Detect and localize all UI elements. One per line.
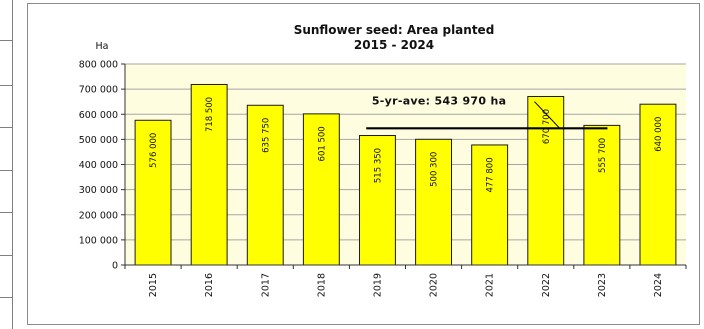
bar xyxy=(190,83,228,266)
bar xyxy=(639,103,677,266)
x-tick-label: 2021 xyxy=(485,273,496,297)
bar-value-labels: 576 000 718 500 635 750 601 500 515 350 500 3… xyxy=(149,97,664,193)
bar-value-label: 576 000 xyxy=(149,133,159,168)
bar-value-label: 601 500 xyxy=(317,126,327,161)
bar-value-label: 718 500 xyxy=(205,97,215,132)
y-tick-label: 100 000 xyxy=(79,235,118,246)
bar xyxy=(527,95,565,266)
y-axis-unit-label: Ha xyxy=(96,41,109,52)
y-tick-label: 800 000 xyxy=(79,60,118,71)
row-divider xyxy=(0,127,12,128)
average-leader-line xyxy=(534,101,561,129)
chart-subtitle: 2015 - 2024 xyxy=(354,38,434,52)
row-divider xyxy=(0,85,12,86)
row-divider xyxy=(0,40,12,41)
y-tick-label: 700 000 xyxy=(79,85,118,96)
row-divider xyxy=(0,255,12,256)
axes xyxy=(124,64,686,266)
x-tick-label: 2023 xyxy=(597,273,608,297)
x-tick-label: 2016 xyxy=(204,273,215,297)
row-divider xyxy=(0,212,12,213)
chart-title: Sunflower seed: Area planted xyxy=(294,23,495,37)
y-axis-ticks: 800 000 700 000 600 000 500 000 400 000 300 0… xyxy=(79,60,125,272)
bar xyxy=(302,113,340,266)
bar-value-label: 640 000 xyxy=(654,117,664,152)
bar-value-label: 635 750 xyxy=(261,118,271,153)
average-annotation: 5-yr-ave: 543 970 ha xyxy=(366,94,608,130)
bar xyxy=(134,119,172,266)
row-divider xyxy=(0,170,12,171)
x-tick-label: 2017 xyxy=(260,273,271,297)
bars xyxy=(134,83,677,266)
x-tick-label: 2015 xyxy=(148,273,159,297)
bar xyxy=(471,144,509,266)
y-tick-label: 200 000 xyxy=(79,210,118,221)
bar xyxy=(583,124,621,266)
average-label: 5-yr-ave: 543 970 ha xyxy=(372,94,507,107)
row-divider xyxy=(0,297,12,298)
x-tick-label: 2020 xyxy=(429,273,440,297)
x-tick-label: 2018 xyxy=(316,273,327,297)
y-tick-label: 600 000 xyxy=(79,110,118,121)
y-tick-label: 500 000 xyxy=(79,135,118,146)
bar-value-label: 670 700 xyxy=(542,109,552,144)
y-tick-label: 300 000 xyxy=(79,185,118,196)
y-tick-label: 0 xyxy=(112,261,118,272)
x-axis-ticks: 2015 2016 2017 2018 2019 2020 2021 2022 2023 2024 xyxy=(124,265,687,297)
y-tick-label: 400 000 xyxy=(79,160,118,171)
bar-value-label: 515 350 xyxy=(373,148,383,183)
bar-value-label: 555 700 xyxy=(598,138,608,173)
left-panel-edge xyxy=(0,0,13,329)
bar-value-label: 477 800 xyxy=(486,157,496,192)
bar xyxy=(358,135,396,266)
x-tick-label: 2022 xyxy=(541,273,552,297)
bar-chart: Sunflower seed: Area planted 2015 - 2024… xyxy=(79,23,687,297)
chart-frame: Sunflower seed: Area planted 2015 - 2024… xyxy=(27,3,700,325)
x-tick-label: 2019 xyxy=(372,273,383,297)
bar xyxy=(246,104,284,266)
bar-value-label: 500 300 xyxy=(430,152,440,187)
x-tick-label: 2024 xyxy=(653,273,664,297)
